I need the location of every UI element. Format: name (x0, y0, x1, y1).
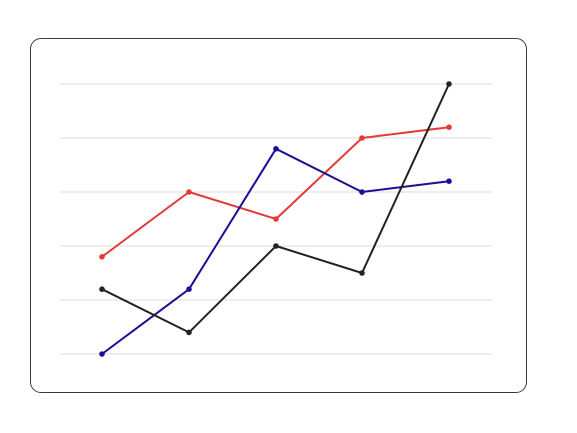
series-2-point-2 (186, 286, 192, 293)
series-3-point-1 (99, 286, 105, 293)
gridlines (60, 83, 492, 355)
series-3-line (101, 83, 450, 334)
series-1-point-1 (99, 253, 105, 260)
series-3-point-3 (273, 243, 279, 249)
series-2-point-1 (99, 351, 105, 357)
series-3 (99, 81, 452, 336)
series-2-point-5 (446, 178, 452, 184)
series-group (99, 81, 452, 357)
series-2-point-3 (273, 146, 279, 152)
series-1-point-2 (186, 189, 192, 195)
series-1 (99, 124, 452, 260)
series-2-point-4 (359, 189, 365, 195)
series-2-line (101, 147, 450, 355)
series-1-point-5 (446, 124, 452, 130)
series-3-point-4 (359, 270, 365, 276)
series-3-point-2 (186, 329, 192, 336)
series-3-point-5 (446, 81, 452, 87)
series-1-point-4 (359, 135, 365, 141)
series-2 (99, 146, 452, 357)
series-1-point-3 (273, 216, 279, 222)
